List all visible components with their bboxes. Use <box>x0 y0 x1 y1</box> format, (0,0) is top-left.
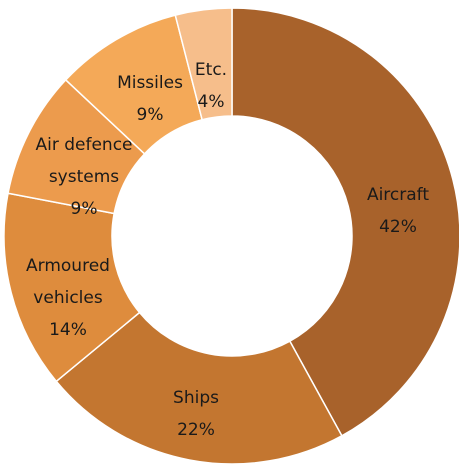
slice-label-etc: Etc. 4% <box>195 60 227 112</box>
slice-label-armoured-vehicles: Armoured vehicles 14% <box>26 256 110 340</box>
slice-ships <box>55 311 343 465</box>
donut-slices <box>3 7 459 465</box>
slice-category-text: Armoured <box>26 256 110 276</box>
slice-category-text: vehicles <box>33 288 103 308</box>
slice-value-text: 22% <box>177 420 215 440</box>
slice-label-air-defence-systems: Air defence systems 9% <box>35 135 132 219</box>
slice-aircraft <box>231 7 459 437</box>
slice-category-text: Missiles <box>117 73 183 93</box>
slice-value-text: 14% <box>49 320 87 340</box>
slice-label-missiles: Missiles 9% <box>117 73 183 125</box>
slice-value-text: 9% <box>71 199 98 219</box>
slice-category-text: Ships <box>173 388 219 408</box>
slice-value-text: 4% <box>198 92 225 112</box>
slice-value-text: 9% <box>137 105 164 125</box>
slice-etc <box>174 7 233 121</box>
slice-category-text: Etc. <box>195 60 227 80</box>
slice-label-aircraft: Aircraft 42% <box>367 185 429 237</box>
slice-value-text: 42% <box>379 217 417 237</box>
slice-category-text: Aircraft <box>367 185 429 205</box>
slice-category-text: systems <box>49 167 119 187</box>
slice-label-ships: Ships 22% <box>173 388 219 440</box>
slice-labels: Aircraft 42% Ships 22% Armoured vehicles 14% Ai… <box>26 60 429 440</box>
slice-category-text: Air defence <box>35 135 132 155</box>
